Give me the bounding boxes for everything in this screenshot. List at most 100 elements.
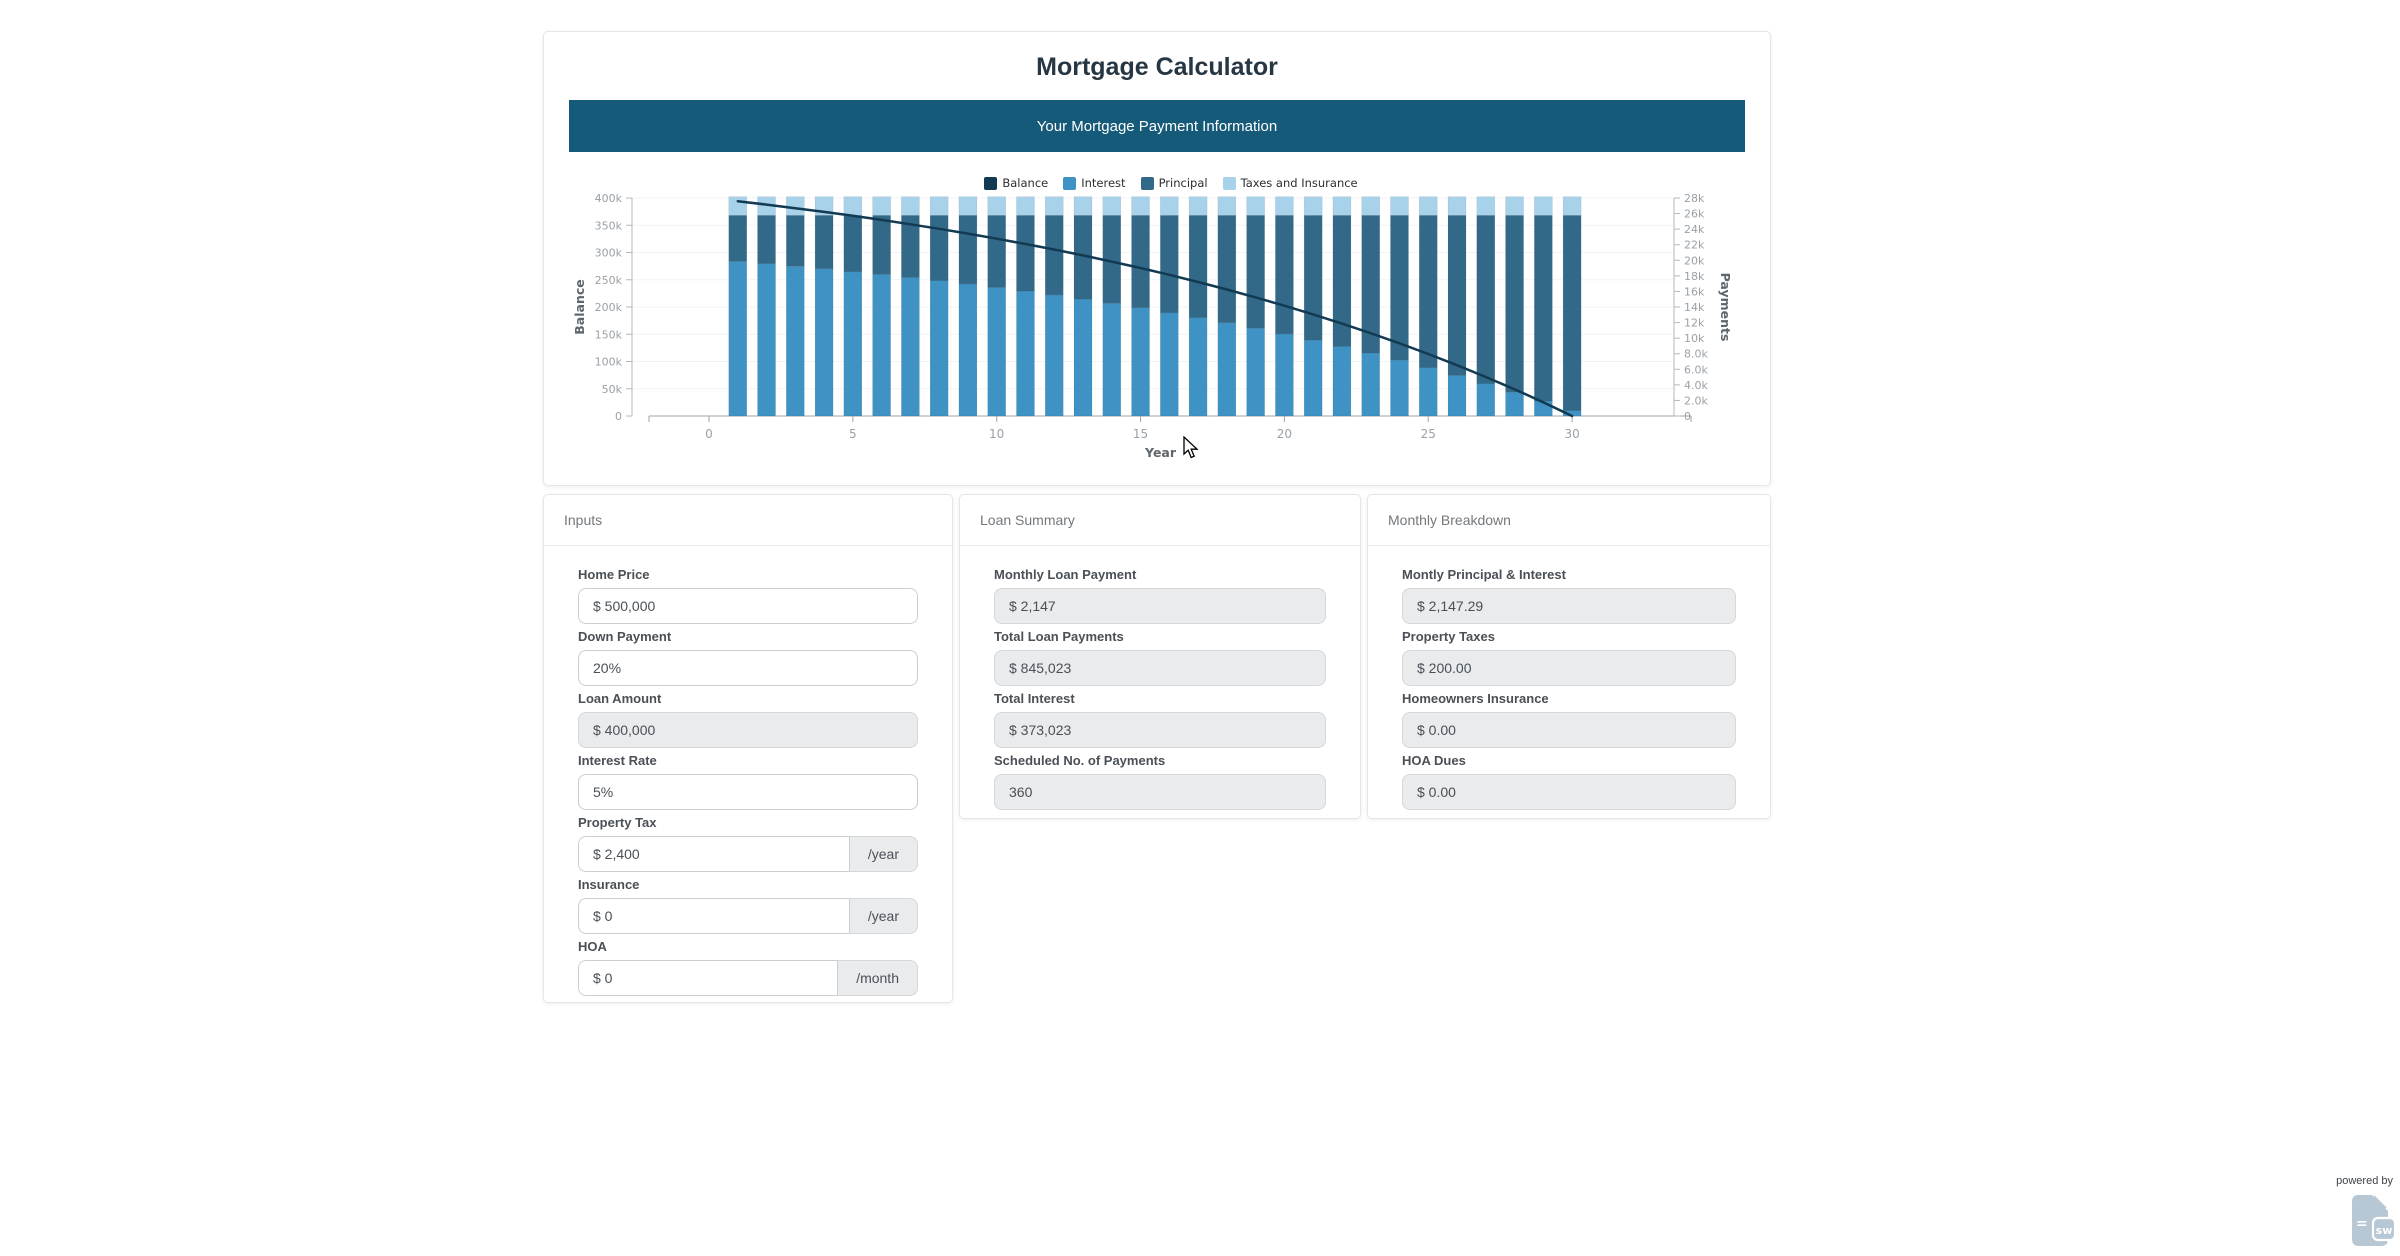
banner-label: Your Mortgage Payment Information <box>1036 117 1278 135</box>
total-interest-input <box>994 712 1326 748</box>
svg-text:18k: 18k <box>1684 270 1705 283</box>
down-payment-input[interactable] <box>578 650 918 686</box>
legend-item-principal[interactable]: Principal <box>1140 176 1208 190</box>
insurance-input[interactable] <box>578 898 850 934</box>
svg-text:300k: 300k <box>595 247 623 260</box>
legend-item-taxes-and-insurance[interactable]: Taxes and Insurance <box>1222 176 1358 190</box>
svg-text:50k: 50k <box>602 383 623 396</box>
powered-by-badge: powered by = sw <box>2336 1175 2397 1252</box>
taxes-and-insurance-bar <box>1562 196 1582 216</box>
svg-text:350k: 350k <box>595 219 623 232</box>
right-axis-title: Payments <box>1718 273 1733 342</box>
principal-bar <box>1534 215 1553 402</box>
principal-bar <box>757 215 776 264</box>
property-taxes-input <box>1402 650 1736 686</box>
svg-text:100k: 100k <box>595 356 623 369</box>
home-price-label: Home Price <box>578 567 650 582</box>
principal-swatch-icon <box>1140 176 1154 190</box>
principal-bar <box>814 215 834 269</box>
insurance-label: Insurance <box>578 877 640 892</box>
inputs-card-title: Inputs <box>544 495 952 546</box>
total-interest-label: Total Interest <box>994 691 1075 706</box>
taxes-and-insurance-bar <box>1188 196 1208 216</box>
loan-amount-input <box>578 712 918 748</box>
taxes-and-insurance-bar <box>843 196 863 216</box>
principal-bar <box>1188 215 1208 318</box>
interest-bar <box>1332 346 1352 417</box>
loan-summary-card-title: Loan Summary <box>960 495 1360 546</box>
svg-text:2.0k: 2.0k <box>1684 394 1708 407</box>
svg-text:12k: 12k <box>1684 317 1705 330</box>
taxes-and-insurance-bar <box>1332 196 1352 216</box>
legend-item-interest[interactable]: Interest <box>1063 176 1126 190</box>
hoa-input[interactable] <box>578 960 839 996</box>
balance-line <box>736 199 1574 418</box>
legend-label: Balance <box>1002 176 1049 190</box>
svg-text:20k: 20k <box>1684 254 1705 267</box>
principal-bar <box>1246 215 1265 329</box>
svg-text:150k: 150k <box>595 328 623 341</box>
taxes-and-insurance-swatch-icon <box>1222 176 1236 190</box>
taxes-and-insurance-bar <box>1361 196 1380 216</box>
down-payment-label: Down Payment <box>578 629 672 644</box>
principal-bar <box>929 215 949 281</box>
mortgage-calculator-panel: Mortgage Calculator Your Mortgage Paymen… <box>543 31 1771 486</box>
taxes-and-insurance-bar <box>987 196 1006 216</box>
svg-text:=: = <box>2356 1216 2368 1232</box>
chart-canvas: 0 50k 100k 150k 200k 250k 300k 350k 400k 0 2.0k 4.0… <box>572 192 1733 460</box>
principal-bar <box>1044 215 1064 296</box>
taxes-and-insurance-bar <box>958 196 978 216</box>
montly-principal-interest-label: Montly Principal & Interest <box>1402 567 1566 582</box>
interest-bar <box>1505 391 1524 417</box>
interest-bar <box>814 268 834 417</box>
svg-text:20: 20 <box>1277 427 1292 441</box>
interest-bar <box>958 283 978 417</box>
principal-bar <box>1447 215 1467 376</box>
property-tax-input[interactable] <box>578 836 850 872</box>
svg-text:26k: 26k <box>1684 208 1705 221</box>
monthly-loan-payment-input <box>994 588 1326 624</box>
taxes-and-insurance-bar <box>1131 196 1150 216</box>
svg-text:0: 0 <box>705 427 713 441</box>
left-axis-title: Balance <box>572 279 587 334</box>
property-tax-label: Property Tax <box>578 815 657 830</box>
interest-bar <box>1303 339 1323 417</box>
legend-label: Taxes and Insurance <box>1240 176 1358 190</box>
hoa-unit-addon: /month <box>838 960 918 996</box>
interest-rate-input[interactable] <box>578 774 918 810</box>
svg-text:25: 25 <box>1421 427 1436 441</box>
taxes-and-insurance-bar <box>1419 196 1438 216</box>
hoa-dues-label: HOA Dues <box>1402 753 1466 768</box>
interest-bar <box>1188 317 1208 417</box>
taxes-and-insurance-bar <box>1303 196 1323 216</box>
total-loan-payments-input <box>994 650 1326 686</box>
taxes-and-insurance-bar <box>1275 196 1294 216</box>
chart-legend: Balance Interest Principal Taxes and Insura… <box>561 176 1781 190</box>
taxes-and-insurance-bar <box>1160 196 1179 216</box>
principal-bar <box>1562 215 1582 411</box>
interest-bar <box>843 271 863 417</box>
spreadsheet-logo-icon[interactable]: = sw <box>2352 1195 2397 1247</box>
taxes-and-insurance-bar <box>901 196 920 216</box>
svg-text:200k: 200k <box>595 301 623 314</box>
taxes-and-insurance-bar <box>1505 196 1524 216</box>
interest-swatch-icon <box>1063 176 1077 190</box>
taxes-and-insurance-bar <box>1534 196 1553 216</box>
home-price-input[interactable] <box>578 588 918 624</box>
interest-bar <box>1131 307 1150 417</box>
scheduled-no-of-payments-label: Scheduled No. of Payments <box>994 753 1166 768</box>
principal-bar <box>786 215 805 267</box>
montly-principal-interest-input <box>1402 588 1736 624</box>
svg-text:15: 15 <box>1133 427 1148 441</box>
principal-bar <box>728 215 748 262</box>
taxes-and-insurance-bar <box>1476 196 1496 216</box>
legend-label: Principal <box>1158 176 1208 190</box>
svg-text:400k: 400k <box>595 192 623 205</box>
property-taxes-label: Property Taxes <box>1402 629 1495 644</box>
principal-bar <box>1016 215 1035 292</box>
interest-bar <box>1447 375 1467 417</box>
interest-bar <box>987 287 1006 417</box>
svg-text:10k: 10k <box>1684 332 1705 345</box>
legend-item-balance[interactable]: Balance <box>984 176 1048 190</box>
taxes-and-insurance-bar <box>1217 196 1237 216</box>
